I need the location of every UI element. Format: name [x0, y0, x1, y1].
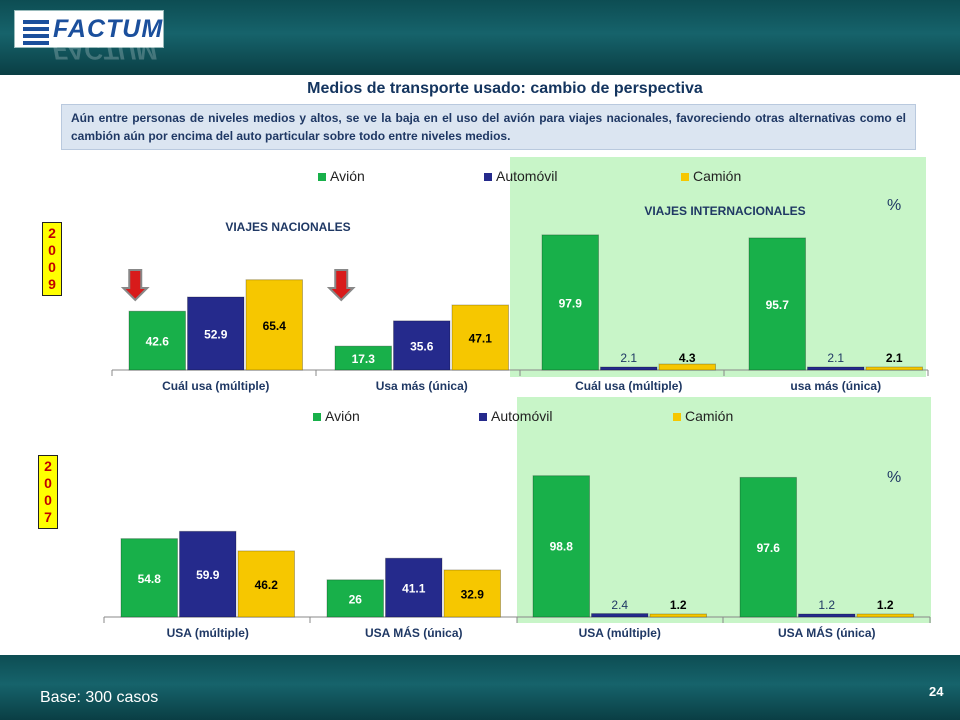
year-digit: 0	[48, 259, 56, 275]
data-label: 17.3	[352, 352, 376, 366]
bar-automóvil	[187, 296, 245, 371]
legend-label: Automóvil	[496, 168, 557, 184]
legend-swatch	[318, 173, 326, 181]
bar-avión	[326, 579, 384, 618]
data-label: 26	[349, 592, 363, 606]
year-digit: 9	[48, 276, 56, 292]
bar-avión	[128, 310, 186, 371]
legend-label: Avión	[325, 408, 360, 424]
data-label: 35.6	[410, 339, 434, 353]
year-digit: 0	[44, 475, 52, 491]
legend-label: Camión	[685, 408, 733, 424]
section-label: VIAJES INTERNACIONALES	[644, 204, 805, 218]
legend-label: Automóvil	[491, 408, 552, 424]
category-label: USA MÁS (única)	[778, 625, 876, 640]
data-label: 1.2	[670, 598, 687, 612]
year-digit: 0	[44, 492, 52, 508]
legend-label: Avión	[330, 168, 365, 184]
data-label: 59.9	[196, 568, 220, 582]
logo-text: FACTUM	[53, 15, 164, 43]
bar-automóvil	[600, 366, 658, 371]
decline-arrow-icon	[326, 269, 356, 302]
bar-avión	[532, 475, 590, 618]
legend-swatch	[313, 413, 321, 421]
data-label: 98.8	[550, 540, 574, 554]
bar-avión	[120, 538, 178, 618]
decline-arrow-icon	[120, 269, 150, 302]
data-label: 4.3	[679, 351, 696, 365]
category-label: USA (múltiple)	[579, 626, 661, 640]
year-badge-2009: 2 0 0 9	[42, 222, 62, 296]
bar-camión	[649, 613, 707, 618]
bar-camión	[865, 366, 923, 371]
bar-avión	[739, 476, 797, 618]
year-digit: 7	[44, 509, 52, 525]
data-label: 41.1	[402, 582, 426, 596]
legend-label: Camión	[693, 168, 741, 184]
base-note: Base: 300 casos	[40, 689, 159, 706]
page-number: 24	[929, 684, 944, 699]
bar-camión	[237, 550, 295, 618]
data-label: 95.7	[766, 298, 790, 312]
legend-swatch	[479, 413, 487, 421]
data-label: 42.6	[146, 335, 170, 349]
year-digit: 0	[48, 242, 56, 258]
bar-avión	[334, 345, 392, 371]
data-label: 46.2	[255, 578, 279, 592]
bar-automóvil	[385, 557, 443, 618]
bar-camión	[443, 569, 501, 618]
data-label: 65.4	[263, 319, 287, 333]
bar-camión	[658, 363, 716, 371]
data-label: 1.2	[877, 598, 894, 612]
data-label: 2.1	[886, 351, 903, 365]
section-label: VIAJES NACIONALES	[225, 220, 350, 234]
year-digit: 2	[48, 225, 56, 241]
bar-avión	[748, 237, 806, 371]
data-label: 47.1	[469, 332, 493, 346]
data-label: 32.9	[461, 587, 485, 601]
percent-unit-label: %	[887, 197, 901, 214]
legend-swatch	[681, 173, 689, 181]
legend-swatch	[673, 413, 681, 421]
bar-avión	[541, 234, 599, 371]
data-label: 2.1	[620, 351, 637, 365]
bar-automóvil	[591, 613, 649, 618]
summary-note: Aún entre personas de niveles medios y a…	[61, 104, 916, 150]
bar-camión	[451, 304, 509, 371]
bar-automóvil	[393, 320, 451, 371]
factum-logo: FACTUM	[14, 10, 164, 48]
bar-camión	[245, 279, 303, 371]
bar-camión	[856, 613, 914, 618]
bar-automóvil	[179, 530, 237, 618]
page-title: Medios de transporte usado: cambio de pe…	[307, 80, 703, 97]
data-label: 54.8	[138, 572, 162, 586]
category-label: USA (múltiple)	[167, 626, 249, 640]
category-label: Usa más (única)	[376, 379, 468, 393]
bar-automóvil	[807, 366, 865, 371]
data-label: 2.1	[827, 351, 844, 365]
year-digit: 2	[44, 458, 52, 474]
category-label: USA MÁS (única)	[365, 625, 463, 640]
logo-stripes-icon	[23, 20, 49, 48]
percent-unit-label: %	[887, 469, 901, 486]
legend-swatch	[484, 173, 492, 181]
data-label: 97.9	[559, 296, 583, 310]
data-label: 2.4	[611, 598, 628, 612]
category-label: Cuál usa (múltiple)	[575, 379, 682, 393]
footer-bar	[0, 655, 960, 720]
data-label: 52.9	[204, 327, 228, 341]
bar-automóvil	[798, 613, 856, 618]
year-badge-2007: 2 0 0 7	[38, 455, 58, 529]
category-label: usa más (única)	[790, 379, 881, 393]
category-label: Cuál usa (múltiple)	[162, 379, 269, 393]
data-label: 1.2	[818, 598, 835, 612]
data-label: 97.6	[757, 541, 781, 555]
